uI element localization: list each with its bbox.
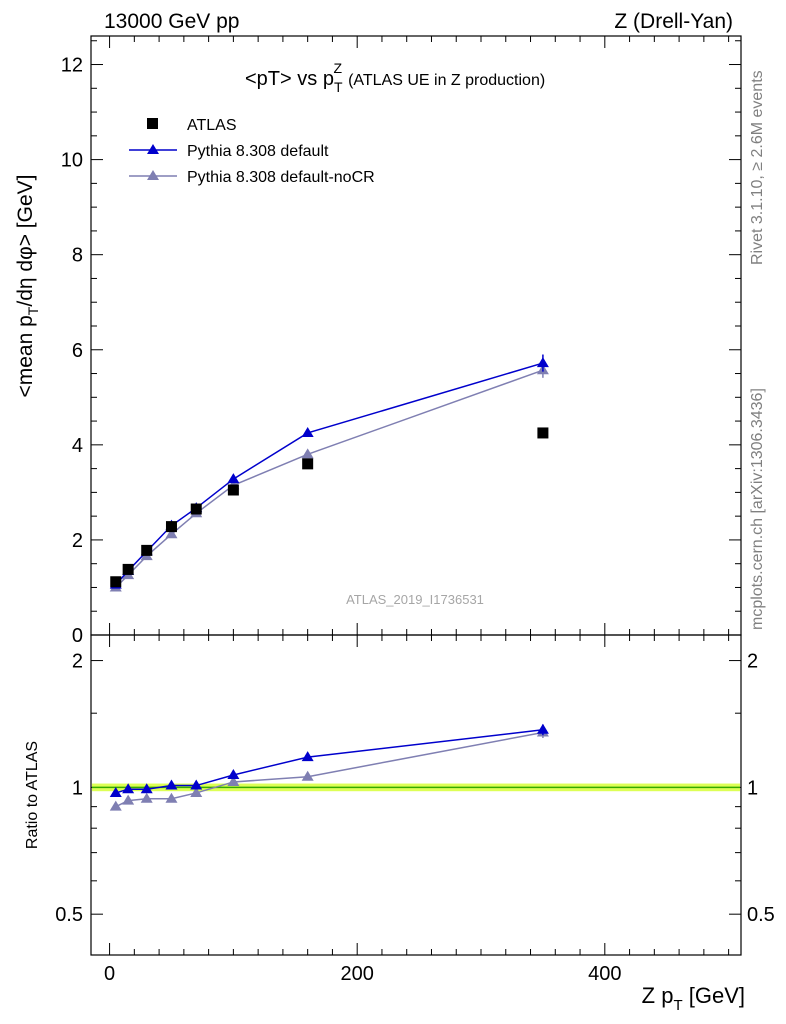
main-y-tick-label: 10 <box>61 150 83 172</box>
mcplots-label: mcplots.cern.ch [arXiv:1306.3436] <box>749 388 766 630</box>
ratio-default-point <box>165 779 178 790</box>
legend: ATLAS Pythia 8.308 default Pythia 8.308 … <box>129 117 375 186</box>
main-default-line <box>115 362 544 586</box>
analysis-id: ATLAS_2019_I1736531 <box>346 592 484 607</box>
main-y-tick-label: 12 <box>61 55 83 77</box>
main-atlas-point <box>227 484 239 496</box>
main-y-tick-label: 6 <box>72 340 83 362</box>
ratio-nocr-point <box>301 770 314 781</box>
header-left: 13000 GeV pp <box>104 10 239 33</box>
ratio-y-tick-label: 1 <box>72 777 83 799</box>
main-nocr-point <box>301 448 314 459</box>
x-axis-label: Z pT [GeV] <box>642 983 745 1014</box>
ratio-default-point <box>190 779 203 790</box>
legend-marker-atlas <box>147 118 158 129</box>
ratio-default-point <box>122 783 135 794</box>
ratio-plot-frame <box>90 634 742 956</box>
main-atlas-point <box>302 458 314 470</box>
ratio-default-point <box>301 751 314 762</box>
ratio-nocr-line <box>115 731 544 808</box>
ratio-default-point <box>536 723 549 734</box>
main-nocr-line <box>115 369 544 588</box>
legend-marker-default <box>147 144 159 154</box>
legend-label-nocr: Pythia 8.308 default-noCR <box>187 169 375 186</box>
main-default-point <box>301 426 314 437</box>
ratio-y-label: Ratio to ATLAS <box>24 741 41 849</box>
main-nocr-point <box>165 528 178 539</box>
ratio-default-point <box>109 786 122 797</box>
main-atlas-point <box>122 563 134 575</box>
x-tick-label: 0 <box>104 963 115 985</box>
main-y-tick-label: 4 <box>72 435 83 457</box>
ratio-nocr-point <box>190 786 203 797</box>
main-y-tick-label: 0 <box>72 625 83 647</box>
legend-label-atlas: ATLAS <box>187 117 237 134</box>
main-y-tick-label: 2 <box>72 530 83 552</box>
x-tick-label: 200 <box>341 963 374 985</box>
ratio-default-point <box>227 768 240 779</box>
ratio-y-tick-label-right: 1 <box>747 777 758 799</box>
rivet-label: Rivet 3.1.10, ≥ 2.6M events <box>749 70 766 265</box>
header-right: Z (Drell-Yan) <box>614 10 733 33</box>
ratio-default-line <box>115 729 543 794</box>
legend-label-default: Pythia 8.308 default <box>187 143 329 160</box>
ratio-y-tick-label: 0.5 <box>55 904 83 926</box>
ratio-nocr-point <box>122 794 135 805</box>
main-atlas-point <box>537 427 549 439</box>
legend-marker-nocr <box>147 170 159 180</box>
ratio-nocr-point <box>165 792 178 803</box>
main-atlas-point <box>165 521 177 533</box>
ratio-default-point <box>140 783 153 794</box>
main-atlas-point <box>110 576 122 588</box>
main-y-tick-label: 8 <box>72 245 83 267</box>
ratio-nocr-point <box>227 775 240 786</box>
x-tick-label: 400 <box>588 963 621 985</box>
ratio-y-tick-label: 2 <box>72 651 83 673</box>
main-y-label: <mean pT/dη dφ> [GeV] <box>14 175 41 398</box>
ratio-y-tick-label-right: 2 <box>747 651 758 673</box>
ratio-y-tick-label-right: 0.5 <box>747 904 775 926</box>
ratio-nocr-point <box>109 800 122 811</box>
main-plot-title: <pT> vs pTZ(ATLAS UE in Z production) <box>245 60 545 95</box>
main-atlas-point <box>141 544 153 556</box>
main-atlas-point <box>190 503 202 515</box>
main-default-point <box>227 473 240 484</box>
ratio-nocr-point <box>140 792 153 803</box>
main-default-point <box>536 357 549 368</box>
